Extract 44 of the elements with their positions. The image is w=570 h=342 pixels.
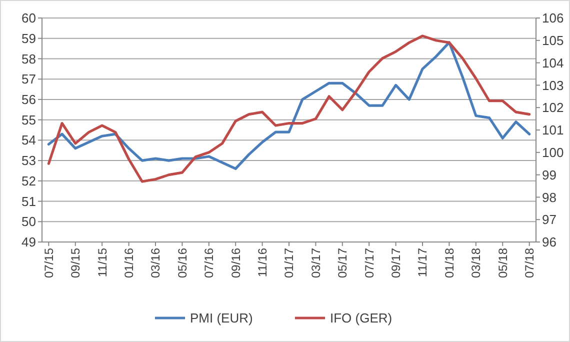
- y-tick-label: 52: [22, 173, 36, 188]
- y-tick-label: 57: [22, 72, 36, 87]
- y2-tick-label: 96: [542, 234, 556, 250]
- y2-tick-label: 97: [542, 212, 556, 228]
- y2-tick-label: 104: [542, 55, 564, 70]
- x-tick-label: 09/17: [389, 248, 404, 278]
- y2-tick-label: 103: [542, 78, 564, 93]
- y-tick-label: 58: [22, 51, 36, 66]
- y-tick-label: 53: [22, 153, 36, 168]
- y-tick-label: 49: [22, 234, 36, 250]
- x-tick-label: 05/16: [175, 248, 190, 278]
- x-tick-label: 03/17: [308, 248, 323, 278]
- y2-tick-label: 101: [542, 122, 564, 138]
- x-tick-label: 11/15: [95, 248, 110, 278]
- y-tick-label: 54: [22, 132, 36, 148]
- x-tick-label: 05/18: [496, 248, 510, 278]
- x-tick-label: 01/18: [442, 248, 456, 278]
- x-tick-label: 05/17: [336, 248, 350, 278]
- y2-tick-label: 100: [542, 144, 564, 160]
- x-tick-label: 11/17: [416, 248, 430, 278]
- y2-tick-label: 105: [542, 32, 564, 48]
- y-tick-label: 59: [22, 30, 36, 46]
- x-tick-label: 07/17: [362, 248, 376, 278]
- x-tick-label: 01/16: [122, 248, 136, 278]
- x-tick-label: 01/17: [282, 248, 296, 278]
- x-tick-label: 03/18: [469, 248, 484, 278]
- y-tick-label: 56: [22, 92, 36, 108]
- x-tick-label: 07/18: [522, 248, 537, 278]
- y-tick-label: 50: [22, 214, 36, 230]
- x-tick-label: 11/16: [255, 248, 270, 278]
- y-tick-label: 55: [22, 112, 36, 128]
- legend-label: IFO (GER): [330, 310, 392, 326]
- y2-tick-label: 106: [542, 10, 564, 26]
- legend-label: PMI (EUR): [190, 310, 253, 326]
- y-tick-label: 51: [22, 194, 36, 209]
- y-tick-label: 60: [22, 10, 36, 26]
- x-tick-label: 03/16: [148, 248, 163, 278]
- x-tick-label: 09/15: [68, 248, 83, 278]
- y2-tick-label: 99: [542, 167, 556, 182]
- y2-tick-label: 98: [542, 190, 556, 205]
- y2-tick-label: 102: [542, 100, 564, 116]
- x-tick-label: 07/16: [202, 248, 216, 278]
- x-tick-label: 07/15: [42, 248, 56, 278]
- x-tick-label: 09/16: [228, 248, 243, 278]
